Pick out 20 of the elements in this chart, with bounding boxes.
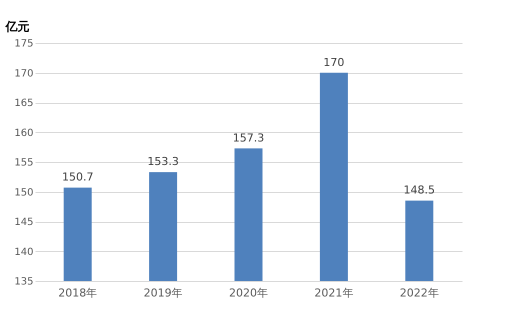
data-label: 153.3 bbox=[147, 155, 179, 168]
y-tick-label: 165 bbox=[14, 98, 34, 109]
y-tick-label: 135 bbox=[14, 276, 34, 288]
x-tick-label: 2018年 bbox=[58, 286, 98, 300]
x-tick-label: 2019年 bbox=[144, 286, 183, 300]
y-tick-label: 160 bbox=[14, 128, 34, 139]
x-tick-label: 2022年 bbox=[400, 286, 439, 300]
y-tick-label: 140 bbox=[14, 246, 34, 258]
y-tick-label: 175 bbox=[14, 38, 34, 50]
data-label: 148.5 bbox=[404, 184, 436, 197]
y-tick-label: 170 bbox=[14, 68, 34, 80]
y-axis-title: 亿元 bbox=[4, 20, 30, 34]
y-tick-label: 155 bbox=[14, 158, 34, 168]
y-tick-label: 150 bbox=[14, 187, 34, 198]
data-label: 157.3 bbox=[232, 131, 264, 144]
data-label: 170 bbox=[323, 56, 344, 69]
y-tick-label: 145 bbox=[14, 217, 34, 228]
data-label: 150.7 bbox=[62, 170, 94, 184]
x-tick-label: 2020年 bbox=[229, 286, 268, 300]
x-tick-label: 2021年 bbox=[314, 286, 354, 300]
